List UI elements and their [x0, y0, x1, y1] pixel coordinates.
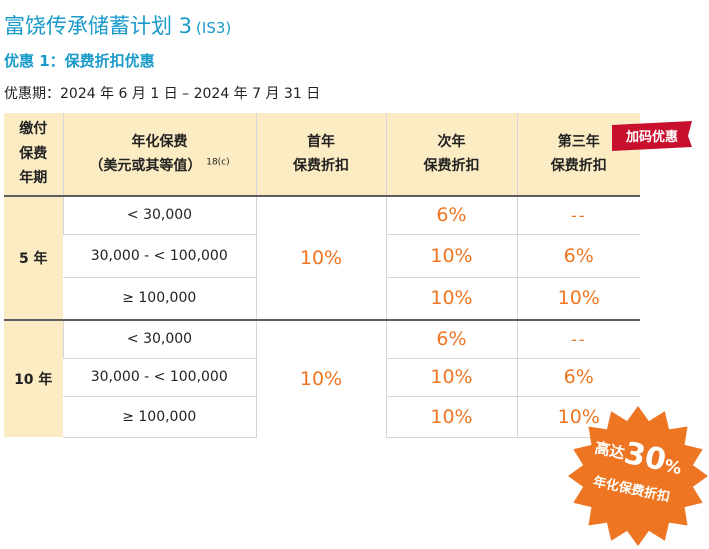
premium-band: ≥ 100,000 — [63, 395, 256, 438]
first-year-discount: 10% — [255, 195, 386, 320]
third-year-discount: -- — [516, 195, 640, 234]
discount-table: 缴付 保费 年期 年化保费 （美元或其等值） 18(c) 首年 保费折扣 次年 … — [4, 113, 640, 438]
header-line: 次年 — [437, 133, 466, 150]
third-year-discount: 6% — [516, 357, 640, 396]
premium-band: < 30,000 — [62, 319, 256, 358]
offer-period: 优惠期：2024 年 6 月 1 日 – 2024 年 7 月 31 日 — [4, 86, 321, 102]
second-year-discount: 10% — [385, 233, 517, 277]
table-row: 30,000 - < 100,000 10% 6% — [4, 357, 640, 396]
header-term-line: 年期 — [19, 170, 48, 187]
table-row: 5 年 < 30,000 10% 6% -- — [4, 195, 640, 320]
second-year-discount: 10% — [385, 395, 517, 438]
third-year-discount: -- — [516, 319, 640, 358]
premium-band: < 30,000 — [62, 195, 256, 234]
header-first-year: 首年 保费折扣 — [255, 113, 386, 196]
header-term-line: 缴付 — [19, 121, 48, 138]
badge-prefix: 高达 — [593, 438, 627, 463]
header-premium: 年化保费 （美元或其等值） 18(c) — [62, 113, 256, 196]
offer-subtitle: 优惠 1：保费折扣优惠 — [4, 52, 155, 70]
second-year-discount: 6% — [385, 319, 517, 358]
premium-band: 30,000 - < 100,000 — [63, 357, 256, 396]
third-year-discount: 6% — [516, 233, 640, 277]
bonus-offer-flag: 加码优惠 — [612, 121, 692, 151]
table-header-row: 缴付 保费 年期 年化保费 （美元或其等值） 18(c) 首年 保费折扣 次年 … — [4, 113, 640, 196]
discount-starburst-badge: 高达30% 年化保费折扣 — [560, 404, 709, 549]
header-term: 缴付 保费 年期 — [4, 113, 63, 196]
term-cell: 10 年 — [4, 319, 63, 437]
header-term-line: 保费 — [19, 145, 48, 162]
starburst-shape — [568, 406, 708, 546]
table-row: 10 年 < 30,000 10% 6% -- — [4, 319, 640, 437]
second-year-discount: 10% — [385, 357, 517, 396]
header-second-year: 次年 保费折扣 — [385, 113, 517, 196]
second-year-discount: 6% — [385, 195, 517, 234]
plan-name: 富饶传承储蓄计划 3 — [4, 14, 193, 38]
premium-band: ≥ 100,000 — [63, 276, 256, 320]
header-premium-line: （美元或其等值） 18(c) — [64, 154, 256, 179]
header-line: 保费折扣 — [293, 158, 349, 174]
header-line: 保费折扣 — [550, 158, 607, 174]
header-premium-line: 年化保费 — [131, 133, 188, 150]
third-year-discount: 10% — [516, 276, 640, 320]
badge-unit: % — [662, 456, 684, 480]
header-premium-currency: （美元或其等值） — [89, 158, 202, 174]
table-row: ≥ 100,000 10% 10% — [4, 276, 640, 320]
header-line: 第三年 — [557, 133, 600, 150]
page-title: 富饶传承储蓄计划 3 (IS3) — [4, 10, 231, 40]
header-line: 保费折扣 — [423, 158, 480, 174]
plan-code: (IS3) — [196, 19, 232, 37]
footnote-ref: 18(c) — [206, 157, 230, 168]
term-cell: 5 年 — [4, 195, 63, 320]
flag-shape — [612, 121, 692, 151]
bonus-offer-label: 加码优惠 — [625, 130, 678, 145]
table-row: 30,000 - < 100,000 10% 6% — [4, 233, 640, 277]
header-line: 首年 — [307, 133, 335, 150]
first-year-discount: 10% — [255, 319, 386, 437]
premium-band: 30,000 - < 100,000 — [63, 233, 256, 277]
second-year-discount: 10% — [385, 276, 517, 320]
